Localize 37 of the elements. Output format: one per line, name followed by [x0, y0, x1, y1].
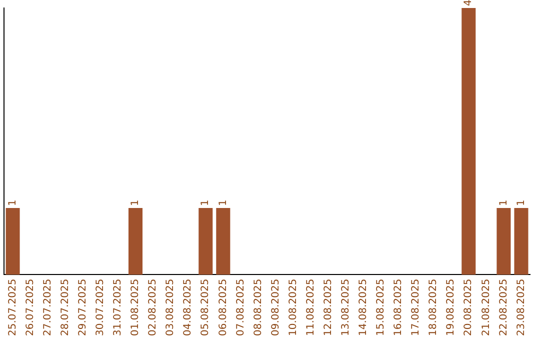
data-label: 1 — [218, 200, 229, 206]
x-tick-label: 23.08.2025 — [516, 278, 527, 336]
x-tick-label: 27.07.2025 — [42, 278, 54, 336]
x-tick-label: 01.08.2025 — [130, 278, 142, 336]
x-tick-label: 18.08.2025 — [428, 278, 440, 336]
data-label: 1 — [7, 200, 18, 206]
x-tick-label: 29.07.2025 — [77, 278, 88, 336]
x-tick-label: 16.08.2025 — [393, 278, 404, 336]
x-tick-label: 04.08.2025 — [182, 278, 194, 336]
data-label: 1 — [498, 200, 510, 206]
x-tick-label: 09.08.2025 — [270, 278, 282, 336]
data-label: 1 — [130, 200, 142, 206]
x-tick-label: 13.08.2025 — [340, 278, 352, 336]
x-tick-label: 14.08.2025 — [358, 278, 370, 336]
x-tick-label: 07.08.2025 — [235, 278, 246, 336]
x-tick-label: 19.08.2025 — [446, 278, 457, 336]
x-tick-label: 26.07.2025 — [24, 278, 36, 336]
x-tick-label: 03.08.2025 — [165, 278, 176, 336]
x-tick-label: 05.08.2025 — [200, 278, 212, 336]
x-tick-label: 02.08.2025 — [148, 278, 159, 336]
x-tick-label: 06.08.2025 — [218, 278, 229, 336]
x-tick-label: 11.08.2025 — [305, 278, 316, 336]
x-tick-label: 12.08.2025 — [322, 278, 334, 336]
data-label: 4 — [463, 0, 474, 6]
x-tick-label: 22.08.2025 — [498, 278, 510, 336]
x-tick-label: 20.08.2025 — [463, 278, 474, 336]
data-label: 1 — [516, 200, 527, 206]
x-tick-label: 17.08.2025 — [410, 278, 422, 336]
x-tick-label: 31.07.2025 — [112, 278, 124, 336]
x-tick-label: 21.08.2025 — [480, 278, 492, 336]
x-tick-label: 15.08.2025 — [376, 278, 387, 336]
x-tick-label: 10.08.2025 — [288, 278, 299, 336]
x-tick-label: 25.07.2025 — [7, 278, 18, 336]
x-tick-label: 08.08.2025 — [252, 278, 264, 336]
x-tick-label: 30.07.2025 — [95, 278, 106, 336]
x-tick-label: 28.07.2025 — [60, 278, 71, 336]
data-label: 1 — [200, 200, 212, 206]
